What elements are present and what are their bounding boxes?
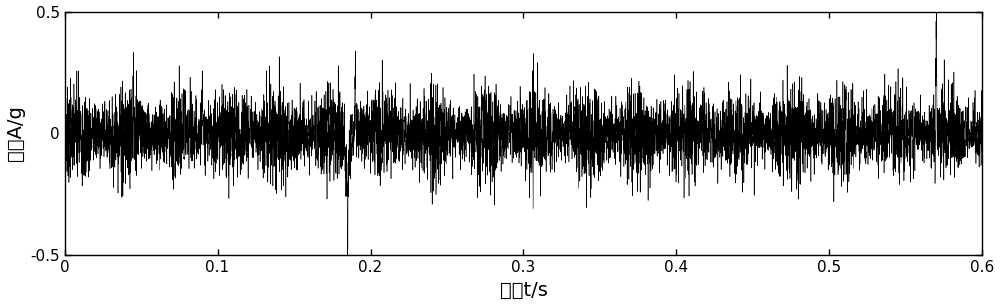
X-axis label: 时间t/s: 时间t/s: [500, 280, 547, 300]
Y-axis label: 幅値A/g: 幅値A/g: [6, 105, 25, 161]
